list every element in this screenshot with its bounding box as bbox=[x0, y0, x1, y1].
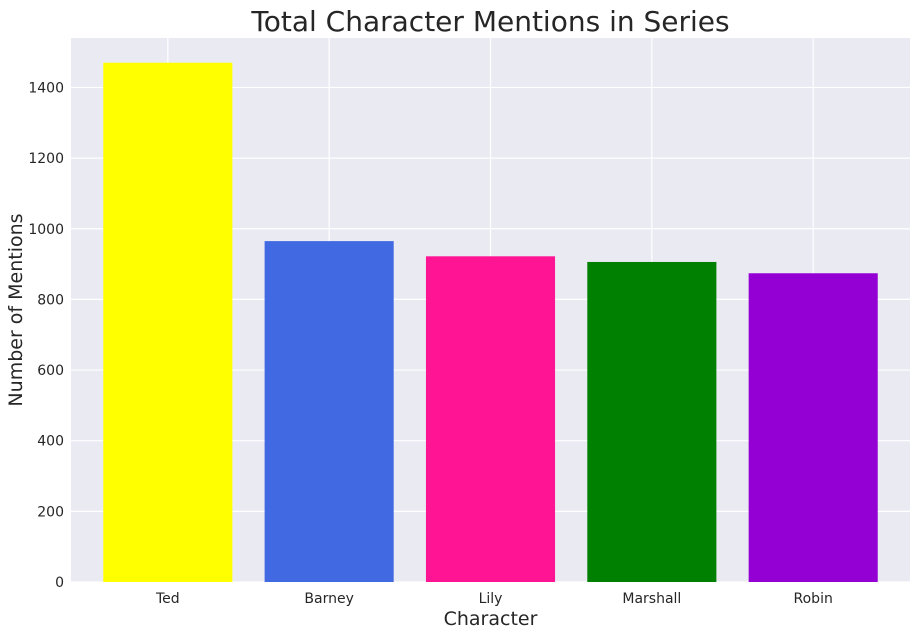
x-tick-label: Ted bbox=[155, 591, 180, 607]
y-tick-label: 200 bbox=[37, 504, 64, 520]
y-axis-label: Number of Mentions bbox=[5, 213, 27, 406]
y-tick-label: 600 bbox=[37, 363, 64, 379]
bar-ted bbox=[103, 62, 233, 582]
x-tick-label: Robin bbox=[794, 591, 833, 607]
bars bbox=[103, 62, 878, 582]
bar-lily bbox=[425, 256, 556, 582]
x-tick-label: Barney bbox=[304, 591, 353, 607]
y-tick-label: 1000 bbox=[28, 222, 64, 238]
y-tick-label: 400 bbox=[37, 434, 64, 450]
bar-marshall bbox=[587, 261, 717, 582]
y-tick-label: 1200 bbox=[28, 151, 64, 167]
x-axis-label: Character bbox=[444, 608, 538, 630]
bar-barney bbox=[264, 241, 394, 582]
y-tick-label: 800 bbox=[37, 292, 64, 308]
y-tick-label: 1400 bbox=[28, 80, 64, 96]
chart-title: Total Character Mentions in Series bbox=[250, 5, 729, 38]
bar-robin bbox=[748, 273, 878, 582]
x-tick-labels: Ted Barney Lily Marshall Robin bbox=[155, 591, 833, 607]
x-tick-label: Lily bbox=[479, 591, 503, 607]
y-tick-labels: 0 200 400 600 800 1000 1200 1400 bbox=[28, 80, 64, 591]
y-tick-label: 0 bbox=[55, 575, 64, 591]
x-tick-label: Marshall bbox=[622, 591, 681, 607]
